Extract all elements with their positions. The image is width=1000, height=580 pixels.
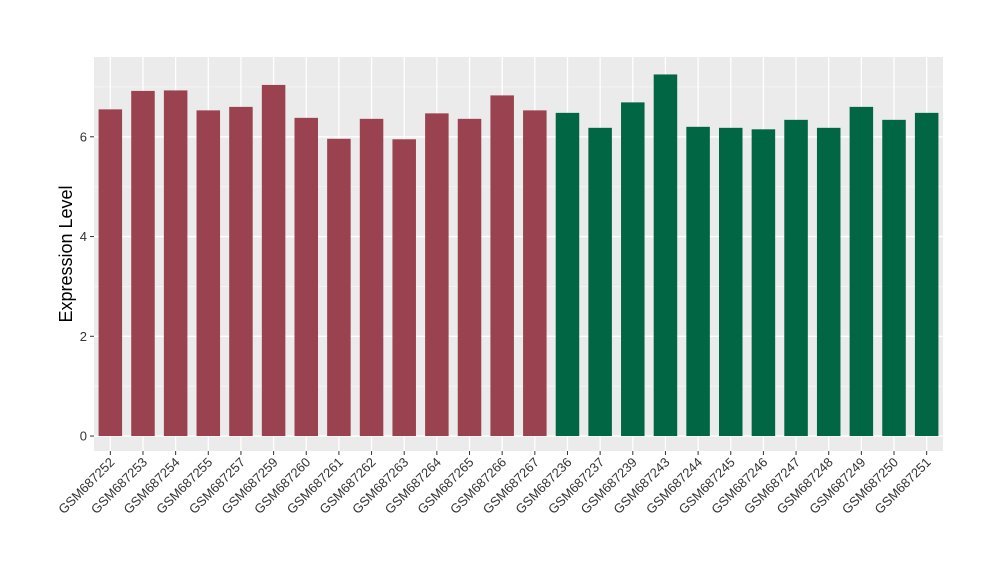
bar-GSM687237 <box>588 127 612 437</box>
bar-GSM687236 <box>555 112 580 437</box>
bar-GSM687245 <box>718 127 743 437</box>
x-axis: GSM687252GSM687253GSM687254GSM687255GSM6… <box>55 451 934 517</box>
plot-panel <box>94 57 943 451</box>
bar-GSM687261 <box>327 138 351 437</box>
bar-GSM687264 <box>425 113 449 437</box>
bars <box>98 74 939 437</box>
y-axis: 0 2 4 6 <box>80 129 94 444</box>
bar-GSM687250 <box>882 119 906 437</box>
bar-GSM687266 <box>490 95 514 437</box>
bar-GSM687249 <box>849 106 874 437</box>
bar-GSM687267 <box>523 110 547 437</box>
y-tick-label: 0 <box>80 429 87 444</box>
bar-GSM687244 <box>686 126 710 437</box>
bar-GSM687253 <box>131 90 155 437</box>
bar-GSM687255 <box>196 110 221 437</box>
y-axis-title: Expression Level <box>56 185 76 322</box>
bar-GSM687252 <box>98 109 123 437</box>
bar-GSM687254 <box>163 90 188 437</box>
y-tick-label: 4 <box>80 229 87 244</box>
y-tick-label: 2 <box>80 329 87 344</box>
bar-GSM687257 <box>229 106 253 437</box>
bar-GSM687263 <box>392 139 416 437</box>
bar-GSM687246 <box>751 129 776 437</box>
bar-GSM687259 <box>261 84 286 437</box>
bar-GSM687251 <box>914 112 939 437</box>
bar-GSM687248 <box>816 127 841 437</box>
bar-GSM687247 <box>784 119 808 437</box>
bar-GSM687262 <box>359 118 384 437</box>
bar-GSM687243 <box>653 74 678 437</box>
y-tick-label: 6 <box>80 129 87 144</box>
bar-GSM687239 <box>621 102 645 437</box>
bar-GSM687265 <box>457 118 482 437</box>
bar-GSM687260 <box>294 117 319 437</box>
